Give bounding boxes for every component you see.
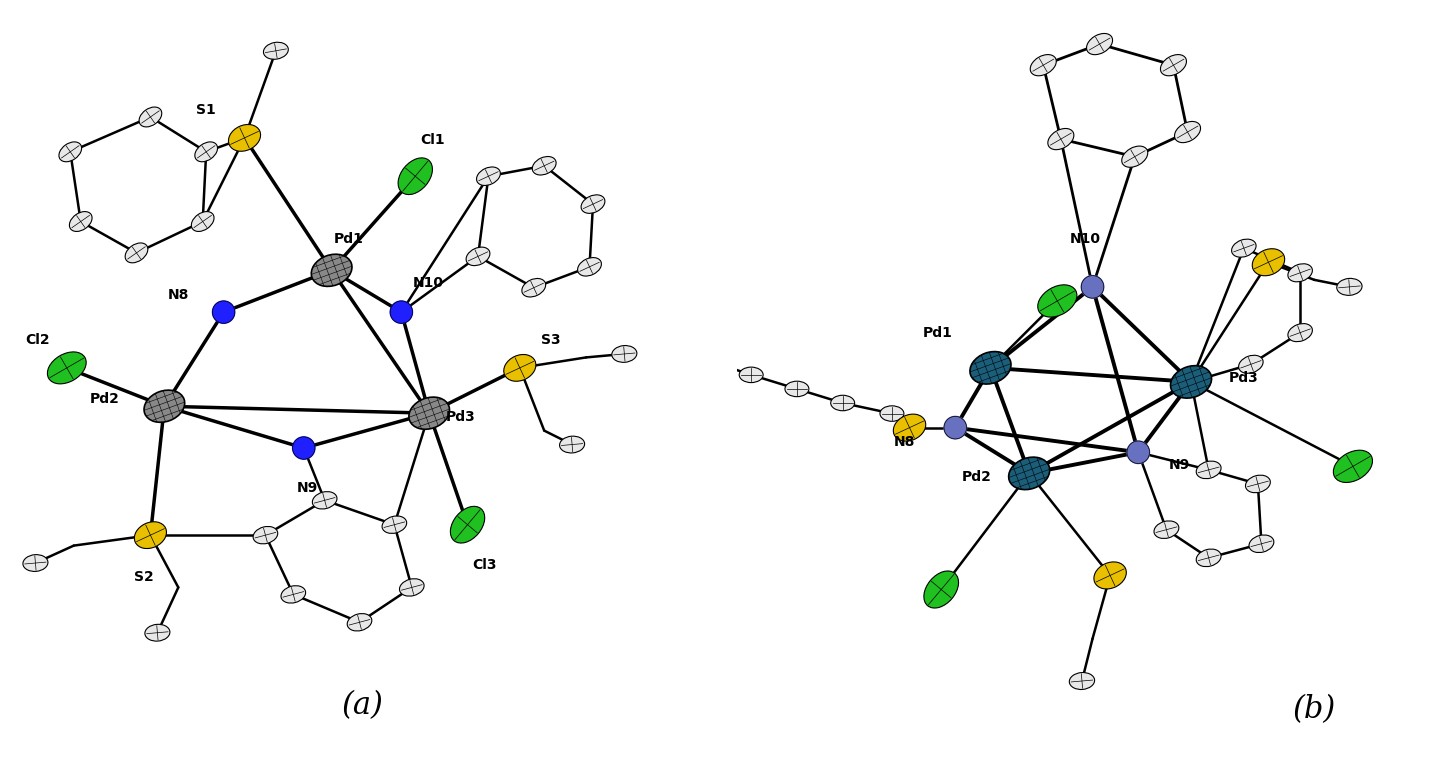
- Ellipse shape: [1288, 324, 1313, 342]
- Text: S3: S3: [542, 333, 560, 347]
- Ellipse shape: [1122, 146, 1147, 168]
- Text: Cl1: Cl1: [421, 133, 444, 147]
- Ellipse shape: [831, 396, 855, 411]
- Circle shape: [293, 437, 315, 459]
- Ellipse shape: [1246, 475, 1270, 493]
- Ellipse shape: [1249, 535, 1273, 552]
- Ellipse shape: [1069, 672, 1095, 689]
- Ellipse shape: [1170, 366, 1211, 398]
- Ellipse shape: [786, 381, 809, 397]
- Ellipse shape: [1333, 451, 1372, 483]
- Ellipse shape: [1239, 355, 1263, 373]
- Ellipse shape: [48, 352, 86, 384]
- Ellipse shape: [578, 258, 601, 276]
- Ellipse shape: [739, 367, 764, 382]
- Text: Pd1: Pd1: [922, 326, 953, 340]
- Ellipse shape: [23, 555, 48, 571]
- Text: S2: S2: [134, 570, 154, 584]
- Text: Pd3: Pd3: [1228, 371, 1259, 386]
- Ellipse shape: [311, 254, 351, 286]
- Ellipse shape: [253, 526, 277, 544]
- Ellipse shape: [144, 390, 184, 422]
- Ellipse shape: [559, 436, 585, 453]
- Ellipse shape: [611, 346, 637, 363]
- Text: N8: N8: [894, 435, 915, 449]
- Ellipse shape: [1048, 129, 1074, 150]
- Ellipse shape: [1196, 549, 1221, 567]
- Ellipse shape: [398, 158, 433, 194]
- Ellipse shape: [1086, 34, 1112, 54]
- Ellipse shape: [282, 586, 305, 603]
- Ellipse shape: [1337, 278, 1362, 295]
- Text: Cl3: Cl3: [473, 558, 497, 572]
- Ellipse shape: [1038, 285, 1077, 317]
- Text: N9: N9: [1169, 458, 1189, 472]
- Ellipse shape: [1009, 457, 1050, 490]
- Ellipse shape: [409, 397, 450, 429]
- Ellipse shape: [1031, 54, 1056, 76]
- Ellipse shape: [450, 506, 485, 543]
- Ellipse shape: [476, 167, 501, 185]
- Circle shape: [1082, 275, 1104, 298]
- Ellipse shape: [399, 578, 424, 596]
- Text: N10: N10: [412, 276, 443, 290]
- Ellipse shape: [923, 571, 958, 608]
- Text: S1: S1: [196, 103, 216, 117]
- Text: (a): (a): [343, 690, 383, 721]
- Text: N10: N10: [1070, 232, 1101, 246]
- Ellipse shape: [521, 278, 546, 297]
- Ellipse shape: [135, 522, 167, 549]
- Ellipse shape: [1160, 54, 1186, 76]
- Ellipse shape: [382, 516, 407, 533]
- Text: N8: N8: [167, 288, 189, 301]
- Ellipse shape: [1288, 264, 1313, 282]
- Circle shape: [391, 301, 412, 324]
- Ellipse shape: [1154, 521, 1179, 539]
- Text: Pd3: Pd3: [446, 410, 475, 424]
- Ellipse shape: [312, 492, 337, 509]
- Ellipse shape: [504, 354, 536, 381]
- Ellipse shape: [1175, 122, 1201, 142]
- Ellipse shape: [581, 195, 605, 213]
- Ellipse shape: [1196, 461, 1221, 479]
- Ellipse shape: [1252, 249, 1285, 275]
- Text: Cl2: Cl2: [25, 333, 49, 347]
- Text: N9: N9: [296, 481, 318, 496]
- Circle shape: [212, 301, 235, 324]
- Circle shape: [1127, 441, 1150, 464]
- Ellipse shape: [195, 142, 218, 161]
- Ellipse shape: [60, 142, 81, 161]
- Ellipse shape: [880, 405, 905, 422]
- Ellipse shape: [139, 107, 161, 127]
- Circle shape: [944, 416, 967, 439]
- Ellipse shape: [263, 42, 289, 59]
- Ellipse shape: [70, 212, 91, 232]
- Text: Pd2: Pd2: [90, 392, 121, 406]
- Text: (b): (b): [1292, 694, 1336, 724]
- Ellipse shape: [125, 243, 148, 263]
- Ellipse shape: [697, 353, 720, 369]
- Ellipse shape: [533, 157, 556, 175]
- Text: Pd2: Pd2: [961, 470, 992, 484]
- Text: Pd1: Pd1: [334, 232, 364, 246]
- Ellipse shape: [347, 614, 372, 631]
- Ellipse shape: [1231, 239, 1256, 257]
- Ellipse shape: [970, 352, 1011, 384]
- Ellipse shape: [192, 212, 213, 232]
- Ellipse shape: [466, 247, 489, 265]
- Ellipse shape: [145, 624, 170, 641]
- Ellipse shape: [893, 414, 926, 441]
- Ellipse shape: [1093, 562, 1127, 589]
- Ellipse shape: [228, 125, 260, 151]
